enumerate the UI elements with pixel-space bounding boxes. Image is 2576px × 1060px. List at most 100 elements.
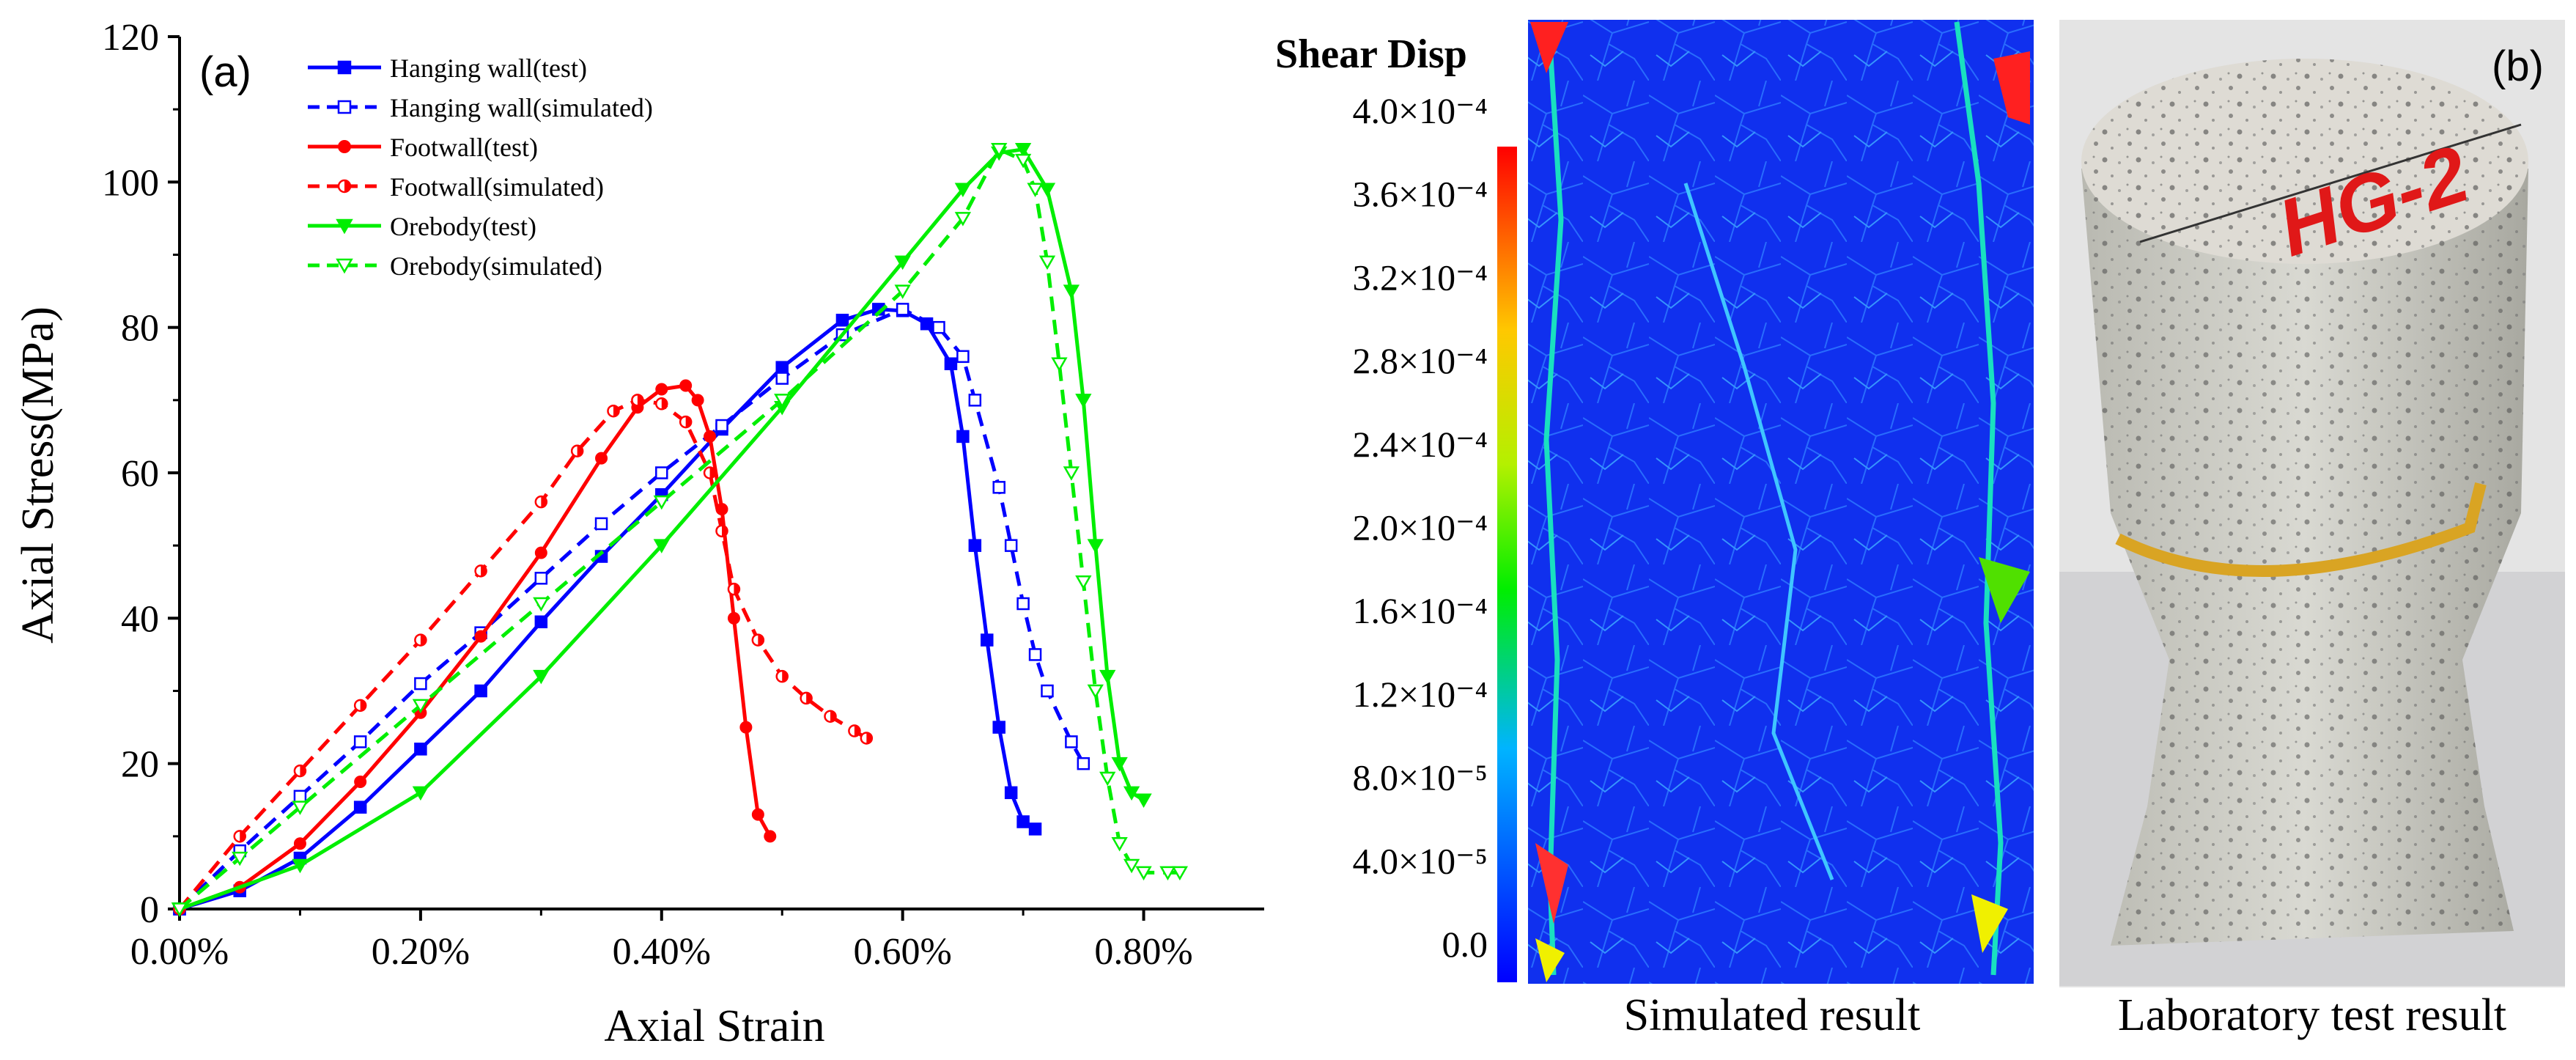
data-point (1041, 684, 1054, 698)
x-tick-label: 0.00% (130, 931, 229, 973)
colorbar-label: 2.0×10⁻⁴ (1352, 507, 1488, 548)
colorbar-label: 3.6×10⁻⁴ (1352, 174, 1488, 215)
marker-fill (541, 496, 547, 508)
marker-fill (830, 710, 836, 722)
data-point (1159, 866, 1176, 881)
marker-fill (782, 671, 788, 682)
lab-caption: Laboratory test result (2118, 990, 2506, 1040)
data-point (233, 830, 246, 843)
y-tick-label: 100 (102, 162, 159, 204)
marker-fill (709, 467, 716, 479)
data-point (414, 633, 427, 647)
marker-fill (344, 180, 350, 192)
hotspot-bottom-left-2 (1535, 938, 1565, 982)
data-point (727, 611, 740, 625)
legend-marker (336, 218, 353, 235)
legend-label: Orebody(simulated) (390, 251, 602, 281)
colorbar-labels: 4.0×10⁻⁴ 3.6×10⁻⁴ 3.2×10⁻⁴ 2.8×10⁻⁴ 2.4×10⁻⁴… (1352, 90, 1488, 965)
data-point (1004, 786, 1018, 800)
data-point (956, 350, 970, 364)
data-point (775, 669, 789, 683)
shear-band-center (1683, 183, 1834, 880)
hotspot-bottom-left (1535, 843, 1568, 924)
data-point (534, 615, 548, 629)
data-point (414, 677, 427, 691)
data-point (1075, 394, 1092, 408)
data-point (691, 394, 704, 407)
legend-entry: Orebody(test) (308, 212, 536, 241)
data-point (474, 564, 487, 578)
data-point (775, 361, 789, 374)
data-point (655, 466, 668, 479)
data-point (414, 743, 427, 756)
marker-fill (613, 405, 619, 417)
data-point (1014, 153, 1032, 169)
data-point (992, 481, 1005, 494)
sim-caption: Simulated result (1624, 990, 1921, 1040)
colorbar-label: 3.2×10⁻⁴ (1352, 257, 1488, 298)
data-point (1087, 684, 1104, 699)
data-point (1038, 255, 1056, 270)
data-point (653, 539, 670, 553)
legend-marker (337, 60, 352, 75)
data-point (293, 790, 307, 803)
marker-fill (240, 831, 246, 842)
data-point (1111, 837, 1128, 852)
data-point (894, 284, 911, 299)
colorbar-label: 2.8×10⁻⁴ (1352, 340, 1488, 381)
series-hanging-wall-simulated (173, 303, 1090, 916)
x-tick-label: 0.60% (854, 931, 952, 973)
data-point (474, 630, 487, 643)
data-point (1135, 793, 1152, 809)
x-tick-label: 0.80% (1094, 931, 1192, 973)
data-point (1051, 357, 1068, 372)
data-point (1077, 757, 1090, 770)
marker-line (2139, 123, 2522, 243)
panel-a-label: (a) (199, 48, 251, 96)
plot-area: 0.00% 0.20% 0.40% 0.60% 0.80% 0 20 40 60 80 100 12… (102, 17, 1264, 973)
data-point (1123, 858, 1140, 874)
colorbar-title: Shear Disp (1275, 32, 1467, 77)
data-point (474, 684, 487, 698)
data-point (1004, 539, 1018, 552)
data-point (292, 858, 309, 874)
data-point (954, 183, 972, 198)
data-point (981, 633, 994, 647)
data-point (655, 397, 668, 411)
data-point (932, 320, 945, 334)
data-point (1016, 597, 1030, 611)
marker-fill (854, 725, 860, 737)
colorbar-label: 1.6×10⁻⁴ (1352, 590, 1488, 631)
data-point (534, 546, 547, 559)
series-hanging-wall-test (173, 303, 1042, 916)
legend-label: Footwall(simulated) (390, 172, 604, 202)
data-point (835, 314, 849, 327)
y-tick-label: 120 (102, 17, 159, 59)
data-point (944, 357, 958, 370)
data-point (353, 735, 367, 748)
data-point (715, 524, 728, 538)
data-point (954, 212, 972, 227)
legend-label: Hanging wall(simulated) (390, 93, 653, 122)
data-point (353, 699, 367, 713)
data-point (1099, 669, 1116, 685)
marker-fill (481, 565, 487, 577)
marker-fill (734, 584, 739, 595)
marker-fill (758, 634, 764, 646)
lab-photo: HG-2 (2059, 20, 2565, 987)
y-tick-label: 20 (121, 744, 159, 786)
data-point (1075, 575, 1092, 590)
legend-label: Orebody(test) (390, 212, 536, 241)
marker-fill (420, 634, 427, 646)
series-line (178, 147, 1180, 910)
data-point (774, 394, 791, 408)
legend-marker (338, 140, 351, 153)
data-point (751, 633, 765, 647)
data-point (533, 669, 550, 685)
specimen-body-texture (2081, 169, 2528, 946)
legend-label: Hanging wall(test) (390, 54, 587, 83)
data-point (232, 851, 248, 866)
data-point (1014, 142, 1032, 158)
colorbar-label: 4.0×10⁻⁴ (1352, 90, 1488, 131)
data-point (293, 764, 307, 778)
